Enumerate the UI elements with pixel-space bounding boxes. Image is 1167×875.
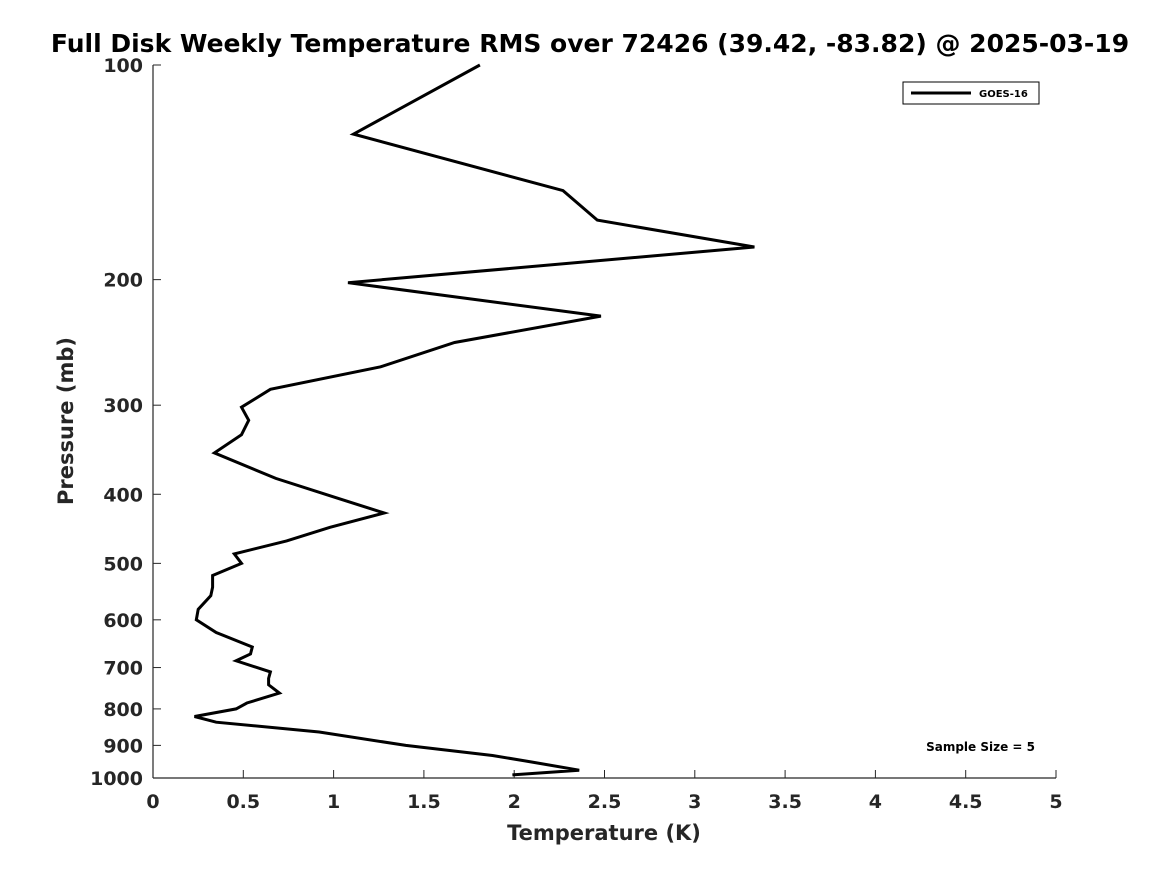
y-tick-label: 300: [103, 395, 143, 417]
x-axis-label: Temperature (K): [507, 821, 701, 845]
x-tick-label: 5: [1049, 791, 1062, 813]
x-tick-label: 4: [869, 791, 882, 813]
y-tick-label: 900: [103, 735, 143, 757]
y-tick-label: 1000: [90, 768, 143, 790]
x-tick-label: 2: [508, 791, 521, 813]
plot-area: [152, 65, 1056, 779]
x-tick-label: 0.5: [226, 791, 260, 813]
y-axis-label: Pressure (mb): [54, 337, 78, 505]
x-tick-label: 1: [327, 791, 340, 813]
y-tick-label: 700: [103, 658, 143, 680]
series-layer: [194, 63, 755, 777]
x-tick-label: 1.5: [407, 791, 441, 813]
sample-size-annotation: Sample Size = 5: [926, 740, 1035, 754]
x-tick-label: 3.5: [768, 791, 802, 813]
x-tick-label: 2.5: [588, 791, 622, 813]
y-tick-label: 500: [103, 553, 143, 575]
plot-background: [153, 65, 1056, 778]
x-axis-ticks: 0 0.5 1 1.5 2 2.5 3 3.5 4 4.5 5: [146, 770, 1063, 813]
legend: GOES-16: [902, 81, 1040, 105]
series-line-goes-16: [194, 63, 755, 777]
chart-title: Full Disk Weekly Temperature RMS over 72…: [51, 29, 1129, 58]
y-axis-ticks: 100 200 300 400 500 600 700 800 900 1000: [90, 55, 161, 790]
x-tick-label: 0: [146, 791, 159, 813]
y-tick-label: 400: [103, 484, 143, 506]
x-tick-label: 3: [688, 791, 701, 813]
legend-label-goes-16: GOES-16: [979, 89, 1028, 100]
y-tick-label: 800: [103, 699, 143, 721]
y-tick-label: 600: [103, 610, 143, 632]
y-tick-label: 200: [103, 270, 143, 292]
y-tick-label: 100: [103, 55, 143, 77]
x-tick-label: 4.5: [949, 791, 983, 813]
